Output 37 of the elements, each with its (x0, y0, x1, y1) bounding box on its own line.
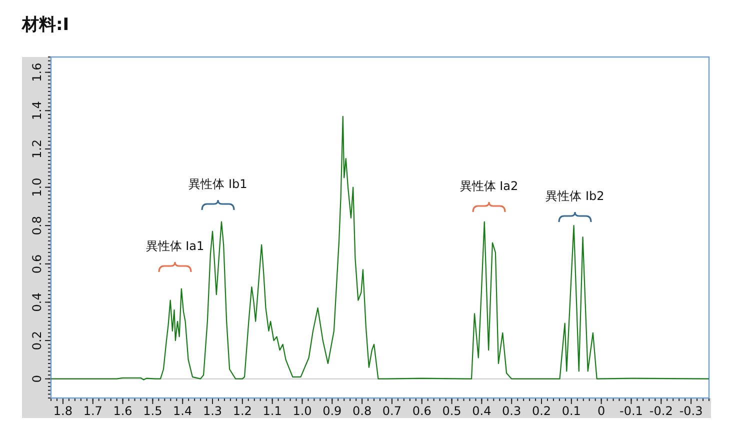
x-tick-label: 0.5 (442, 404, 462, 418)
y-tick-label: 1.4 (30, 101, 44, 120)
x-tick-label: 0 (598, 404, 606, 418)
y-tick-label: 1.6 (30, 62, 44, 82)
x-tick-label: 1.4 (173, 404, 192, 418)
y-tick-label: 1.2 (30, 139, 44, 158)
x-tick-label: 0.2 (532, 404, 552, 418)
x-tick-label: 0.7 (382, 404, 402, 418)
x-tick-label: 1.1 (262, 404, 282, 418)
x-tick-label: -0.2 (649, 404, 673, 418)
x-tick-label: 1.5 (143, 404, 162, 418)
y-tick-label: 0.6 (30, 254, 44, 274)
line-series (50, 116, 710, 380)
y-tick-label: 0.8 (30, 216, 44, 236)
y-tick-label: 0 (30, 375, 44, 383)
annotation: 異性体 Ib1 (188, 177, 248, 191)
y-tick-label: 0.4 (30, 292, 44, 312)
x-tick-label: 1.8 (53, 404, 73, 418)
x-tick-label: 1.2 (232, 404, 252, 418)
annotation: 異性体 Ia2 (460, 179, 518, 193)
x-tick-label: -0.1 (620, 404, 643, 418)
x-tick-label: 1.3 (202, 404, 222, 418)
annotation: 異性体 Ib2 (546, 189, 604, 203)
x-tick-label: 0.8 (352, 404, 372, 418)
annotation: 異性体 Ia1 (146, 239, 204, 253)
y-tick-label: 0.2 (30, 330, 44, 350)
x-tick-label: 0.3 (502, 404, 522, 418)
x-tick-label: 1.6 (113, 404, 132, 418)
x-tick-label: 1.7 (83, 404, 102, 418)
x-tick-label: 0.4 (472, 404, 492, 418)
x-tick-label: -0.3 (679, 404, 703, 418)
chart-title: 材料:I (21, 15, 70, 35)
x-tick-label: 0.6 (412, 404, 432, 418)
x-tick-label: 0.1 (562, 404, 581, 418)
x-tick-label: 1.0 (292, 404, 312, 418)
y-tick-label: 1.0 (30, 178, 44, 197)
x-tick-label: 0.9 (322, 404, 342, 418)
